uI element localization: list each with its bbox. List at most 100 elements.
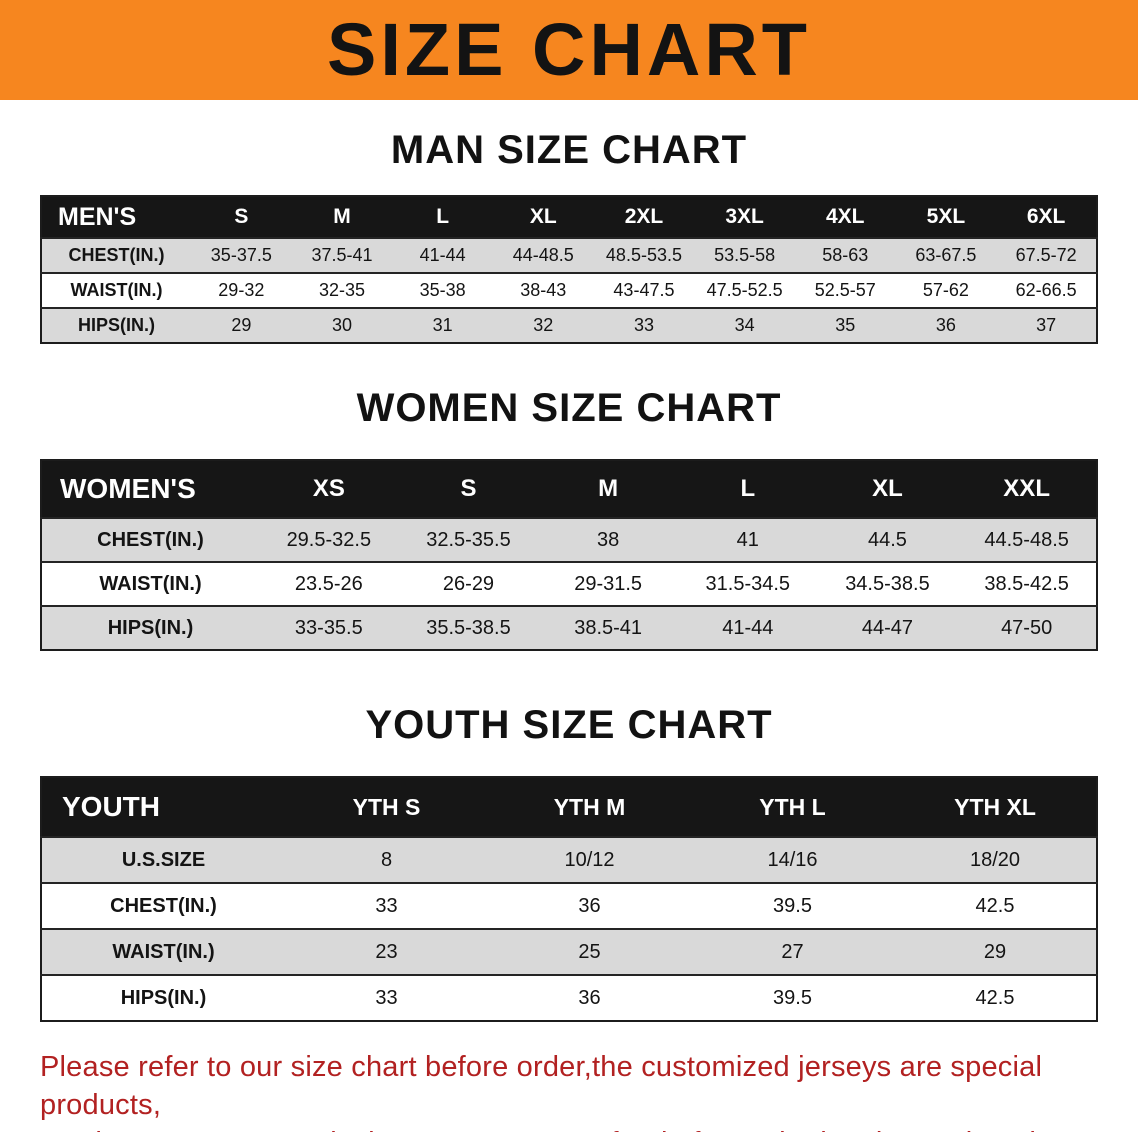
size-column-header: 3XL [694, 196, 795, 238]
youth-header-row: YOUTH YTH S YTH M YTH L YTH XL [41, 777, 1097, 837]
size-value: 32.5-35.5 [398, 517, 539, 562]
size-value: 18/20 [894, 836, 1097, 883]
row-label: WAIST(IN.) [41, 272, 191, 308]
size-value: 30 [291, 307, 393, 343]
table-row: HIPS(IN.) 29 30 31 32 33 34 35 36 37 [41, 307, 1097, 343]
size-value: 47-50 [957, 605, 1097, 650]
size-value: 33 [285, 974, 488, 1021]
size-value: 35.5-38.5 [398, 605, 539, 650]
size-value: 8 [285, 836, 488, 883]
size-value: 34 [694, 307, 795, 343]
size-value: 37.5-41 [291, 237, 393, 273]
size-value: 43-47.5 [593, 272, 695, 308]
size-value: 32-35 [291, 272, 393, 308]
size-value: 41-44 [677, 605, 818, 650]
size-column-header: L [392, 196, 493, 238]
size-value: 39.5 [691, 882, 894, 929]
size-value: 38-43 [492, 272, 594, 308]
size-column-header: S [191, 196, 292, 238]
size-column-header: M [291, 196, 393, 238]
size-value: 25 [488, 928, 691, 975]
table-row: CHEST(IN.) 29.5-32.5 32.5-35.5 38 41 44.5 44.5… [41, 517, 1097, 562]
size-value: 34.5-38.5 [817, 561, 958, 606]
row-label: CHEST(IN.) [41, 237, 191, 273]
table-row: CHEST(IN.) 33 36 39.5 42.5 [41, 882, 1097, 929]
size-value: 44.5-48.5 [957, 517, 1097, 562]
mens-header-row: MEN'S S M L XL 2XL 3XL 4XL 5XL 6XL [41, 196, 1097, 238]
women-size-chart-heading: WOMEN SIZE CHART [356, 386, 782, 430]
size-column-header: YTH M [488, 777, 691, 837]
table-row: HIPS(IN.) 33-35.5 35.5-38.5 38.5-41 41-44 44-… [41, 605, 1097, 650]
size-value: 44.5 [817, 517, 958, 562]
size-value: 37 [996, 307, 1097, 343]
size-value: 41-44 [392, 237, 493, 273]
size-value: 38.5-41 [538, 605, 678, 650]
table-row: CHEST(IN.) 35-37.5 37.5-41 41-44 44-48.5 48.5… [41, 237, 1097, 273]
table-row: WAIST(IN.) 23 25 27 29 [41, 928, 1097, 975]
size-value: 23.5-26 [259, 561, 399, 606]
size-value: 29 [191, 307, 292, 343]
table-row: HIPS(IN.) 33 36 39.5 42.5 [41, 974, 1097, 1021]
size-value: 29-31.5 [538, 561, 678, 606]
size-value: 33 [285, 882, 488, 929]
table-corner-label: MEN'S [41, 196, 191, 238]
size-column-header: 5XL [895, 196, 997, 238]
size-value: 57-62 [895, 272, 997, 308]
row-label: CHEST(IN.) [41, 882, 285, 929]
womens-size-table: WOMEN'S XS S M L XL XXL CHEST(IN.) 29.5-32.5 32.… [40, 459, 1098, 651]
disclaimer: Please refer to our size chart before or… [40, 1048, 1100, 1132]
disclaimer-line-1: Please refer to our size chart before or… [40, 1051, 1043, 1121]
youth-size-chart-heading: YOUTH SIZE CHART [365, 703, 773, 747]
row-label: HIPS(IN.) [41, 307, 191, 343]
size-value: 27 [691, 928, 894, 975]
size-value: 29.5-32.5 [259, 517, 399, 562]
table-row: U.S.SIZE 8 10/12 14/16 18/20 [41, 836, 1097, 883]
table-row: WAIST(IN.) 29-32 32-35 35-38 38-43 43-47.5 47.… [41, 272, 1097, 308]
size-value: 44-48.5 [492, 237, 594, 273]
size-column-header: 6XL [996, 196, 1097, 238]
mens-table-body: CHEST(IN.) 35-37.5 37.5-41 41-44 44-48.5 48.5… [41, 237, 1097, 343]
size-value: 35-37.5 [191, 237, 292, 273]
disclaimer-line-2: we don't accept cancel, change, teturn o… [40, 1124, 1100, 1132]
size-value: 14/16 [691, 836, 894, 883]
man-size-chart-section: MAN SIZE CHART MEN'S S M L XL 2XL 3XL 4XL 5XL 6XL… [0, 128, 1138, 344]
womens-table-body: CHEST(IN.) 29.5-32.5 32.5-35.5 38 41 44.5 44.5… [41, 517, 1097, 650]
size-column-header: YTH S [285, 777, 488, 837]
size-value: 36 [488, 882, 691, 929]
table-row: WAIST(IN.) 23.5-26 26-29 29-31.5 31.5-34.5 34… [41, 561, 1097, 606]
size-column-header: XS [259, 460, 399, 518]
size-column-header: XXL [957, 460, 1097, 518]
size-chart-title: SIZE CHART [327, 8, 811, 91]
size-chart-banner: SIZE CHART [0, 0, 1138, 100]
mens-size-table: MEN'S S M L XL 2XL 3XL 4XL 5XL 6XL CHEST(IN.) 35-3… [40, 195, 1098, 344]
size-column-header: XL [817, 460, 958, 518]
women-size-chart-section: WOMEN SIZE CHART WOMEN'S XS S M L XL XXL CHEST… [0, 386, 1138, 651]
size-value: 62-66.5 [996, 272, 1097, 308]
size-value: 48.5-53.5 [593, 237, 695, 273]
womens-header-row: WOMEN'S XS S M L XL XXL [41, 460, 1097, 518]
size-value: 67.5-72 [996, 237, 1097, 273]
size-column-header: L [677, 460, 818, 518]
size-column-header: M [538, 460, 678, 518]
youth-size-table: YOUTH YTH S YTH M YTH L YTH XL U.S.SIZE 8 10/1… [40, 776, 1098, 1022]
row-label: WAIST(IN.) [41, 561, 259, 606]
size-value: 33 [593, 307, 695, 343]
youth-table-wrapper: YOUTH YTH S YTH M YTH L YTH XL U.S.SIZE 8 10/1… [40, 776, 1098, 1022]
size-value: 42.5 [894, 882, 1097, 929]
size-column-header: YTH L [691, 777, 894, 837]
size-value: 38 [538, 517, 678, 562]
womens-table-wrapper: WOMEN'S XS S M L XL XXL CHEST(IN.) 29.5-32.5 32.… [40, 459, 1098, 651]
size-value: 23 [285, 928, 488, 975]
size-column-header: XL [492, 196, 594, 238]
size-value: 47.5-52.5 [694, 272, 795, 308]
size-value: 42.5 [894, 974, 1097, 1021]
size-value: 53.5-58 [694, 237, 795, 273]
size-value: 38.5-42.5 [957, 561, 1097, 606]
table-corner-label: WOMEN'S [41, 460, 259, 518]
size-value: 29-32 [191, 272, 292, 308]
size-column-header: S [398, 460, 539, 518]
size-value: 31.5-34.5 [677, 561, 818, 606]
size-value: 35-38 [392, 272, 493, 308]
row-label: U.S.SIZE [41, 836, 285, 883]
size-value: 63-67.5 [895, 237, 997, 273]
